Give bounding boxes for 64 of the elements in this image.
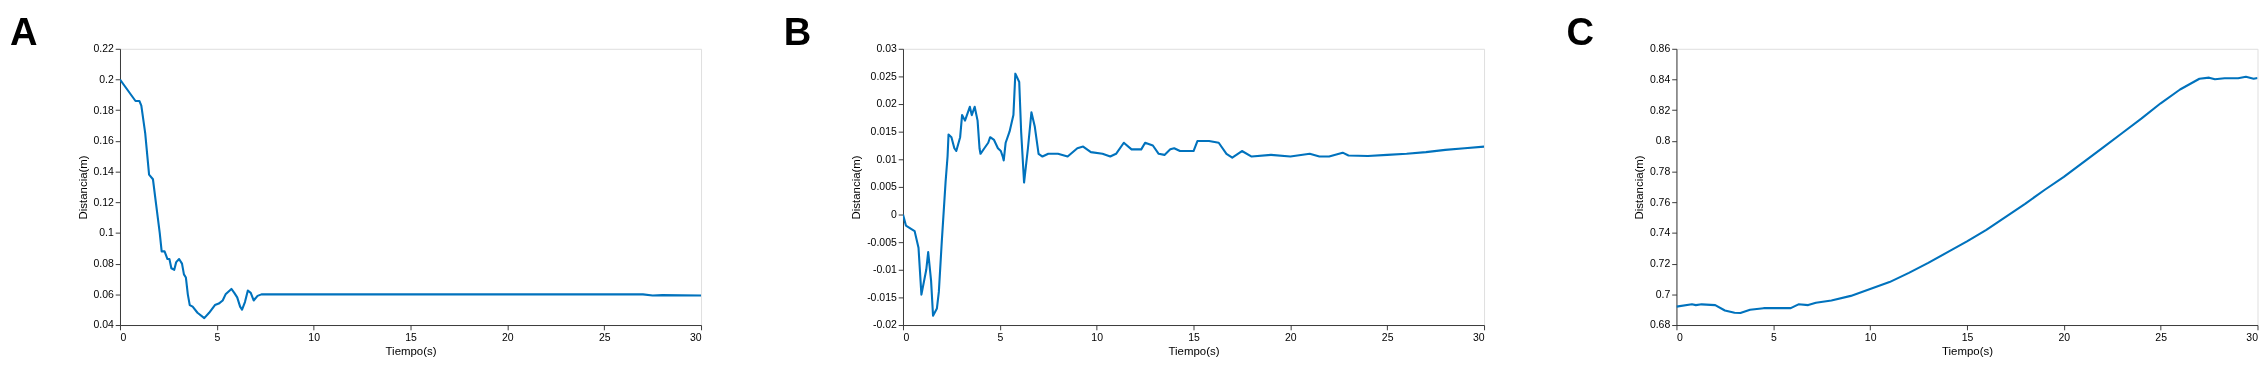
chart-title: C	[1566, 11, 1595, 53]
x-tick-label: 15	[405, 331, 418, 343]
x-tick-label: 15	[1961, 331, 1974, 343]
x-axis-title: Tiempo(s)	[385, 345, 437, 358]
y-tick-label: 0.22	[93, 43, 114, 55]
y-tick-label: 0.02	[876, 98, 897, 110]
y-tick-label: 0.14	[93, 165, 114, 177]
y-tick-label: 0.025	[870, 70, 897, 82]
x-axis-title: Tiempo(s)	[1941, 345, 1994, 358]
x-tick-label: 0	[1676, 331, 1683, 343]
y-tick-label: -0.01	[872, 264, 897, 276]
chart-title: B	[783, 11, 812, 53]
y-tick-label: 0.72	[1649, 258, 1671, 269]
x-tick-label: 5	[997, 331, 1004, 343]
y-tick-label: 0.08	[93, 258, 114, 269]
x-tick-label: 30	[1472, 331, 1485, 343]
x-tick-label: 15	[1188, 331, 1200, 343]
y-tick-label: 0.16	[93, 135, 114, 147]
x-tick-label: 5	[1770, 331, 1777, 343]
y-tick-label: 0.8	[1655, 135, 1671, 147]
y-axis-title: Distancia(m)	[76, 155, 89, 220]
y-tick-label: 0.015	[870, 126, 897, 138]
y-tick-label: 0.86	[1649, 43, 1671, 55]
y-tick-label: 0.7	[1655, 288, 1671, 300]
chart-title: A	[10, 11, 38, 53]
x-tick-label: 25	[2155, 331, 2168, 343]
x-tick-label: 10	[308, 331, 321, 343]
x-tick-label: 30	[2246, 331, 2259, 343]
y-axis-title: Distancia(m)	[1633, 155, 1646, 220]
x-axis-title: Tiempo(s)	[1168, 345, 1220, 358]
y-tick-label: 0.005	[870, 181, 897, 193]
x-tick-label: 25	[598, 331, 611, 343]
y-tick-label: 0.18	[93, 104, 114, 116]
x-tick-label: 20	[502, 331, 514, 343]
y-tick-label: 0.68	[1649, 319, 1671, 331]
x-tick-label: 20	[2058, 331, 2071, 343]
y-tick-label: -0.005	[867, 236, 897, 248]
x-tick-label: 20	[1285, 331, 1297, 343]
line-series	[1676, 75, 2258, 315]
y-tick-label: 0.01	[876, 153, 897, 165]
y-tick-label: 0.03	[876, 43, 897, 55]
y-tick-label: 0.2	[99, 73, 114, 85]
x-tick-label: 10	[1091, 331, 1104, 343]
x-tick-label: 30	[689, 331, 702, 343]
y-tick-label: 0.04	[93, 319, 114, 331]
y-tick-label: -0.015	[867, 291, 897, 303]
y-tick-label: 0.82	[1649, 104, 1671, 116]
line-series	[903, 72, 1485, 317]
x-tick-label: 25	[1381, 331, 1394, 343]
y-axis-title: Distancia(m)	[850, 155, 863, 220]
y-tick-label: -0.02	[872, 319, 897, 331]
y-tick-label: 0	[890, 208, 897, 220]
x-tick-label: 0	[903, 331, 910, 343]
y-tick-label: 0.74	[1649, 227, 1671, 239]
y-tick-label: 0.84	[1649, 73, 1671, 85]
y-tick-label: 0.06	[93, 288, 114, 300]
y-tick-label: 0.76	[1649, 196, 1671, 208]
x-tick-label: 0	[120, 331, 127, 343]
y-tick-label: 0.78	[1649, 165, 1671, 177]
line-series	[120, 78, 702, 320]
y-tick-label: 0.12	[93, 196, 114, 208]
y-tick-label: 0.1	[99, 227, 114, 239]
x-tick-label: 5	[214, 331, 221, 343]
x-tick-label: 10	[1864, 331, 1877, 343]
